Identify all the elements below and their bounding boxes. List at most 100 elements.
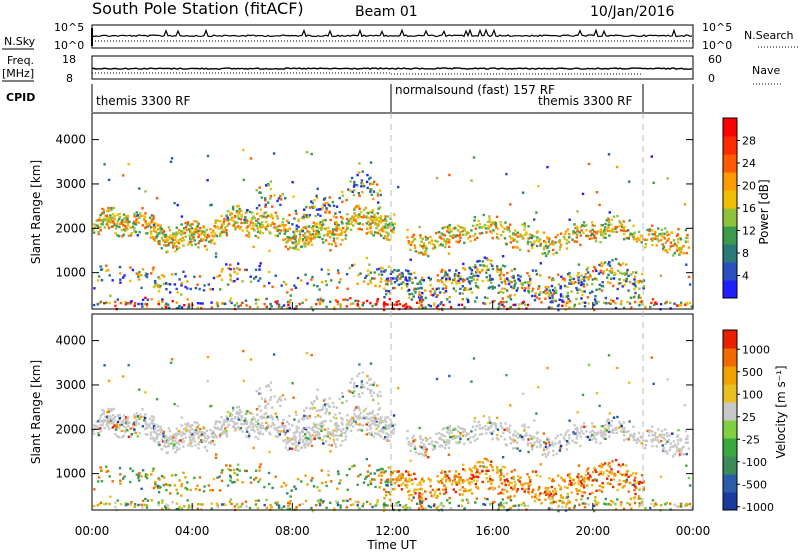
power-cell: [242, 221, 245, 225]
power-cell: [506, 271, 509, 275]
power-cell: [358, 222, 361, 225]
power-cell: [430, 293, 433, 296]
power-cell: [646, 228, 649, 232]
velocity-cell: [602, 471, 605, 474]
velocity-cell: [259, 430, 262, 434]
velocity-cell: [103, 364, 106, 367]
velocity-cell: [174, 451, 177, 454]
power-cell: [141, 305, 144, 308]
velocity-cell: [141, 506, 144, 509]
velocity-cell: [307, 437, 310, 440]
power-cell: [300, 245, 304, 248]
velocity-cell: [167, 507, 171, 511]
power-cell: [336, 286, 339, 289]
velocity-cell: [647, 434, 651, 437]
velocity-cell: [470, 430, 473, 433]
velocity-cell: [496, 468, 499, 472]
velocity-cell: [113, 424, 116, 427]
power-cell: [448, 238, 451, 242]
power-cell: [260, 214, 264, 217]
power-cell: [591, 290, 594, 293]
velocity-cell: [255, 390, 258, 393]
power-cell: [457, 303, 460, 307]
power-cell: [178, 246, 181, 249]
power-cell: [337, 271, 340, 275]
velocity-cell: [258, 432, 262, 436]
velocity-cell: [578, 503, 581, 506]
velocity-cell: [214, 456, 218, 459]
power-cell: [245, 229, 249, 232]
power-cell: [154, 281, 157, 285]
velocity-cell: [160, 428, 163, 432]
velocity-cell: [164, 506, 168, 510]
power-cell: [399, 277, 402, 280]
velocity-cell: [141, 469, 145, 472]
velocity-cell: [275, 503, 279, 506]
velocity-cell: [431, 488, 434, 492]
velocity-cell: [633, 485, 637, 488]
velocity-cell: [459, 427, 462, 430]
velocity-cell: [607, 502, 611, 506]
velocity-cell: [214, 453, 218, 456]
velocity-cell: [107, 379, 111, 383]
velocity-cell: [574, 432, 577, 435]
power-cell: [564, 232, 567, 236]
velocity-cell: [137, 476, 140, 479]
power-cell: [344, 234, 348, 237]
power-cell: [288, 227, 291, 230]
power-cell: [279, 195, 282, 198]
velocity-cell: [457, 475, 460, 479]
power-cell: [357, 299, 360, 303]
velocity-cell: [332, 438, 336, 441]
velocity-cell: [536, 437, 539, 440]
power-cell: [626, 268, 629, 272]
velocity-cell: [345, 423, 348, 426]
velocity-cell: [248, 425, 251, 428]
power-cell: [124, 301, 127, 304]
power-cell: [485, 271, 488, 274]
power-cell: [150, 272, 153, 275]
power-cell: [623, 283, 626, 287]
power-cell: [538, 297, 541, 300]
power-cell: [470, 279, 473, 283]
power-cell: [522, 300, 526, 304]
velocity-cell: [530, 437, 533, 441]
power-cell: [96, 303, 99, 306]
power-cell: [331, 200, 335, 204]
velocity-cell: [229, 479, 232, 482]
power-cell: [175, 248, 179, 251]
power-cell: [487, 279, 490, 282]
power-cell: [349, 297, 352, 300]
velocity-cell: [665, 450, 668, 453]
power-cell: [133, 230, 136, 233]
power-cell: [321, 300, 324, 303]
velocity-cell: [327, 469, 330, 473]
velocity-cell: [380, 478, 383, 481]
velocity-cell: [680, 505, 683, 508]
velocity-cell: [154, 423, 157, 426]
power-cell: [496, 265, 499, 268]
velocity-cell: [271, 418, 274, 421]
power-cell: [469, 240, 472, 243]
velocity-cell: [165, 445, 168, 448]
velocity-cell: [392, 414, 396, 417]
velocity-cell: [489, 421, 492, 424]
power-cell: [462, 262, 465, 266]
velocity-cell: [413, 447, 417, 450]
velocity-cell: [407, 470, 410, 474]
velocity-cell: [254, 503, 258, 506]
power-cell: [459, 275, 462, 278]
velocity-cell: [229, 474, 232, 477]
power-cell: [411, 292, 414, 296]
power-cell: [612, 215, 616, 218]
power-cell: [371, 221, 374, 224]
power-cell: [181, 230, 185, 233]
power-cell: [638, 281, 641, 284]
power-cell: [558, 241, 561, 244]
velocity-cell: [328, 431, 332, 434]
velocity-cell: [199, 434, 203, 437]
velocity-cell: [122, 434, 125, 437]
power-cell: [441, 244, 444, 247]
velocity-cell: [561, 505, 564, 508]
